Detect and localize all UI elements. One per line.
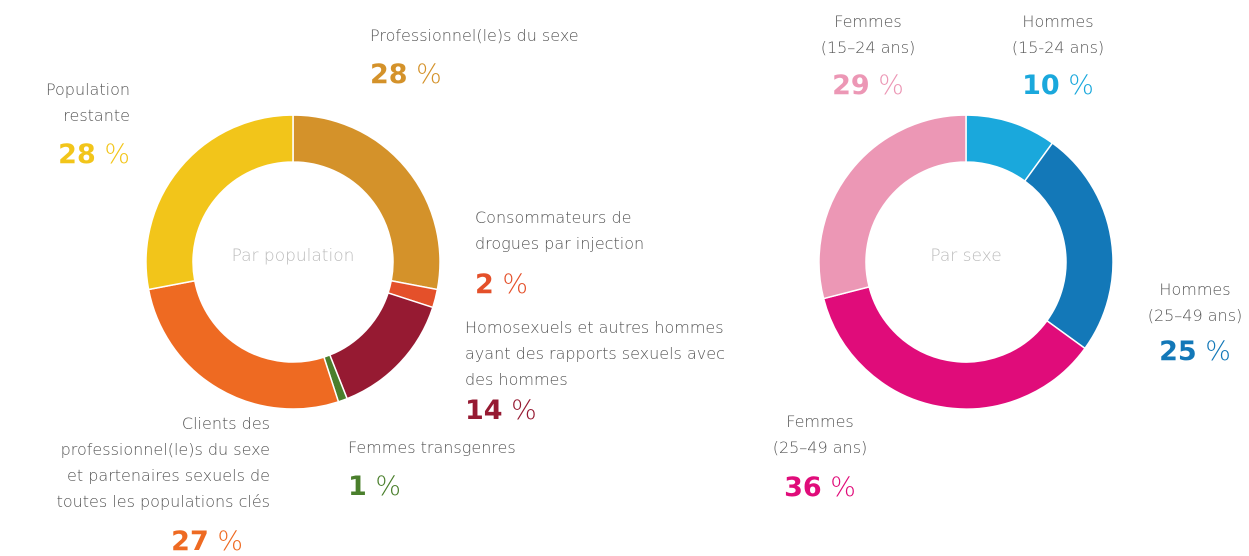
value-label: 27 %: [171, 526, 243, 556]
slice-label: Femmes transgenres: [348, 438, 516, 457]
value-label: 25 %: [1159, 336, 1231, 367]
slice-label: Professionnel(le)s du sexe: [370, 26, 579, 45]
donut-slice: [1023, 142, 1114, 350]
slice-label: Homosexuels et autres hommes ayant des ra…: [465, 318, 725, 389]
donut-slice: [328, 291, 434, 400]
slice-label: Consommateurs de drogues par injection: [475, 208, 644, 253]
slice-label: Hommes (25–49 ans): [1148, 280, 1243, 325]
center-label: Par sexe: [930, 246, 1001, 266]
slice-label: Femmes (25–49 ans): [773, 412, 868, 457]
slice-label: Femmes (15–24 ans): [821, 12, 916, 57]
donut-slice: [818, 114, 967, 300]
value-label: 36 %: [784, 472, 856, 503]
slice-label: Population restante: [46, 80, 130, 125]
value-label: 2 %: [475, 269, 528, 300]
value-label: 28 %: [58, 139, 130, 170]
donut-slice: [145, 114, 294, 291]
donut-slice: [822, 285, 1086, 410]
value-label: 10 %: [1022, 70, 1094, 101]
value-label: 29 %: [832, 70, 904, 101]
value-label: 28 %: [370, 59, 442, 90]
slice-label: Hommes (15-24 ans): [1012, 12, 1104, 57]
center-label: Par population: [232, 246, 355, 266]
donut-slice: [147, 279, 340, 410]
slice-label: Clients des professionnel(le)s du sexe et …: [57, 414, 270, 511]
value-label: 1 %: [348, 471, 401, 502]
value-label: 14 %: [465, 395, 537, 426]
